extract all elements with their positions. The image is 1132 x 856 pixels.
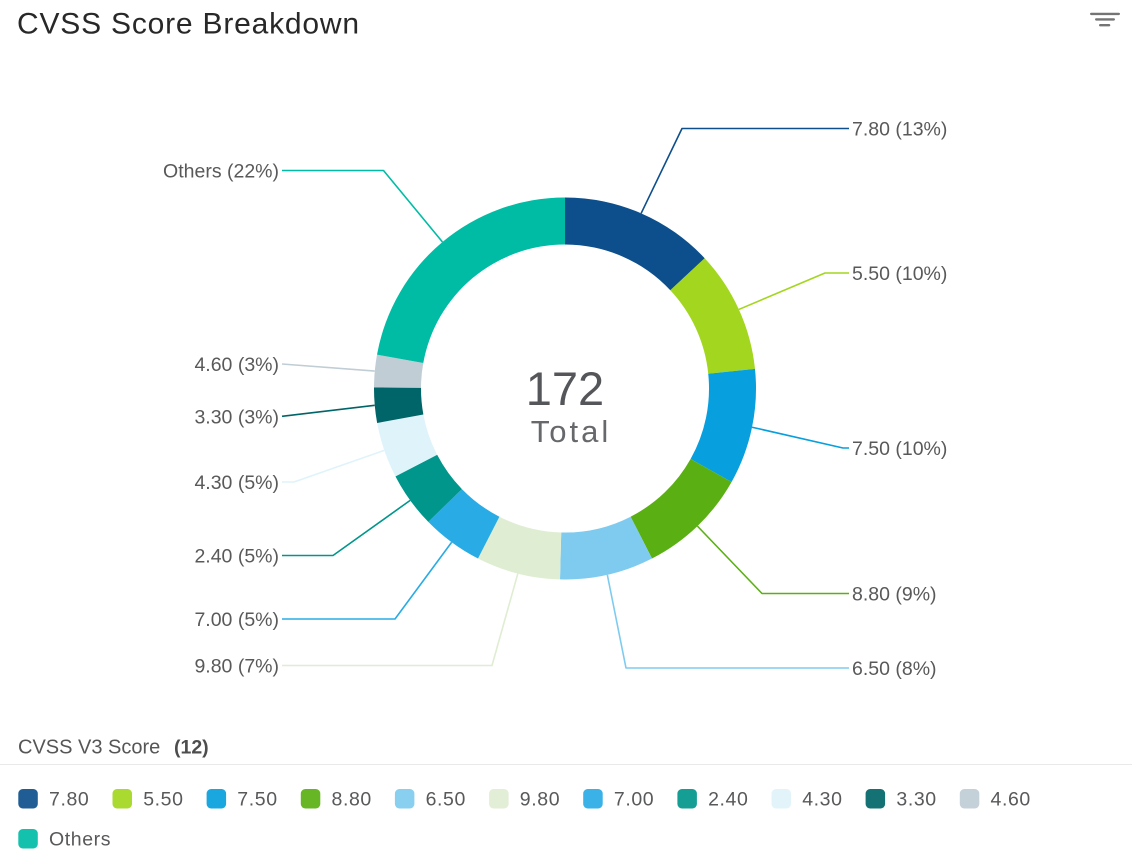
svg-text:3.30 (3%): 3.30 (3%) bbox=[194, 406, 279, 428]
svg-text:6.50: 6.50 bbox=[426, 789, 466, 811]
svg-text:5.50: 5.50 bbox=[143, 789, 183, 811]
svg-text:7.00: 7.00 bbox=[614, 789, 654, 811]
svg-text:CVSS V3 Score: CVSS V3 Score bbox=[18, 737, 160, 759]
svg-text:4.30 (5%): 4.30 (5%) bbox=[194, 472, 279, 494]
svg-text:5.50 (10%): 5.50 (10%) bbox=[852, 263, 947, 285]
svg-text:2.40 (5%): 2.40 (5%) bbox=[194, 546, 279, 568]
svg-text:7.50 (10%): 7.50 (10%) bbox=[852, 438, 947, 460]
svg-text:2.40: 2.40 bbox=[708, 789, 748, 811]
svg-text:172: 172 bbox=[526, 362, 604, 415]
svg-text:Others (22%): Others (22%) bbox=[163, 161, 279, 183]
svg-text:CVSS Score Breakdown: CVSS Score Breakdown bbox=[17, 8, 360, 41]
svg-text:4.60: 4.60 bbox=[991, 789, 1031, 811]
svg-text:9.80 (7%): 9.80 (7%) bbox=[194, 656, 279, 678]
svg-text:(12): (12) bbox=[174, 737, 209, 759]
svg-text:8.80 (9%): 8.80 (9%) bbox=[852, 584, 937, 606]
svg-text:Others: Others bbox=[49, 829, 111, 851]
svg-text:3.30: 3.30 bbox=[896, 789, 936, 811]
svg-text:9.80: 9.80 bbox=[520, 789, 560, 811]
svg-text:Total: Total bbox=[531, 414, 611, 449]
svg-text:6.50 (8%): 6.50 (8%) bbox=[852, 658, 937, 680]
svg-text:7.80 (13%): 7.80 (13%) bbox=[852, 119, 947, 141]
svg-text:7.50: 7.50 bbox=[237, 789, 277, 811]
svg-text:4.60 (3%): 4.60 (3%) bbox=[194, 354, 279, 376]
svg-text:7.00 (5%): 7.00 (5%) bbox=[194, 609, 279, 631]
svg-text:8.80: 8.80 bbox=[332, 789, 372, 811]
svg-text:4.30: 4.30 bbox=[802, 789, 842, 811]
svg-text:7.80: 7.80 bbox=[49, 789, 89, 811]
